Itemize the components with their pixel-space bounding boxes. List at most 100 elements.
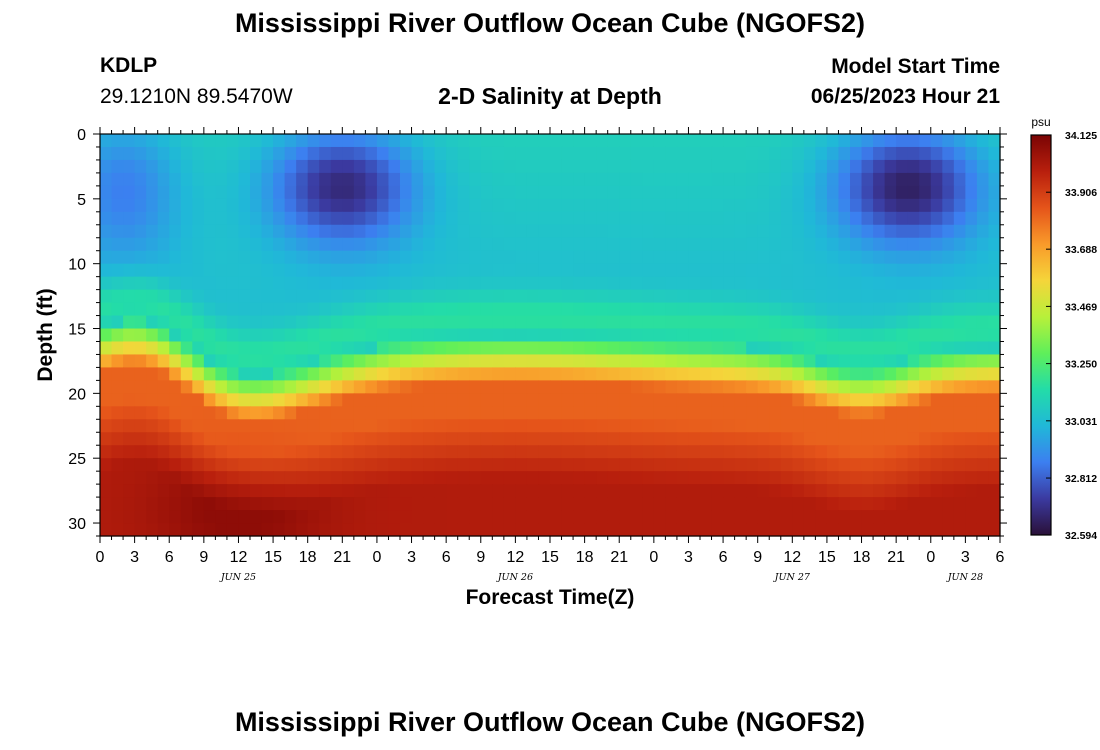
- heatmap-cell: [515, 393, 528, 407]
- heatmap-cell: [930, 315, 943, 330]
- heatmap-cell: [469, 328, 482, 343]
- heatmap-cell: [642, 458, 655, 472]
- heatmap-cell: [526, 185, 540, 200]
- heatmap-cell: [388, 354, 401, 369]
- heatmap-cell: [157, 237, 170, 252]
- heatmap-cell: [388, 250, 401, 265]
- heatmap-cell: [526, 393, 540, 407]
- heatmap-cell: [146, 159, 159, 174]
- heatmap-cell: [480, 406, 493, 420]
- heatmap-cell: [584, 237, 597, 252]
- heatmap-cell: [942, 134, 955, 148]
- heatmap-cell: [896, 471, 909, 485]
- heatmap-cell: [607, 341, 620, 356]
- heatmap-cell: [723, 406, 736, 420]
- heatmap-cell: [388, 328, 401, 343]
- heatmap-cell: [538, 432, 551, 446]
- heatmap-cell: [850, 198, 863, 213]
- heatmap-cell: [619, 458, 632, 472]
- heatmap-cell: [169, 523, 182, 537]
- heatmap-cell: [446, 224, 459, 239]
- heatmap-cell: [423, 445, 436, 459]
- heatmap-cell: [607, 406, 620, 420]
- heatmap-cell: [803, 328, 816, 343]
- heatmap-cell: [653, 211, 666, 226]
- heatmap-cell: [607, 276, 620, 291]
- heatmap-cell: [503, 328, 516, 343]
- heatmap-cell: [676, 471, 690, 485]
- heatmap-cell: [873, 419, 886, 433]
- heatmap-cell: [630, 445, 643, 459]
- heatmap-cell: [861, 172, 874, 187]
- heatmap-cell: [988, 172, 1001, 187]
- heatmap-cell: [942, 250, 955, 265]
- heatmap-cell: [100, 497, 113, 511]
- heatmap-cell: [515, 367, 528, 381]
- heatmap-cell: [619, 250, 632, 265]
- heatmap-cell: [423, 302, 436, 317]
- heatmap-cell: [180, 406, 193, 420]
- heatmap-cell: [376, 315, 390, 330]
- heatmap-cell: [157, 471, 170, 485]
- heatmap-cell: [157, 445, 170, 459]
- heatmap-cell: [480, 445, 493, 459]
- colorbar-unit: psu: [1031, 115, 1050, 129]
- heatmap-cell: [492, 250, 505, 265]
- heatmap-cell: [111, 484, 124, 498]
- heatmap-cell: [550, 159, 563, 174]
- heatmap-cell: [457, 237, 470, 252]
- heatmap-cell: [803, 393, 816, 407]
- heatmap-cell: [919, 289, 932, 304]
- heatmap-cell: [330, 354, 343, 369]
- heatmap-cell: [284, 484, 297, 498]
- heatmap-cell: [388, 432, 401, 446]
- heatmap-cell: [319, 289, 332, 304]
- heatmap-cell: [792, 406, 805, 420]
- heatmap-cell: [803, 471, 816, 485]
- heatmap-cell: [665, 380, 678, 394]
- heatmap-cell: [607, 172, 620, 187]
- heatmap-cell: [596, 146, 609, 161]
- heatmap-cell: [711, 367, 724, 381]
- heatmap-cell: [757, 328, 770, 343]
- heatmap-cell: [538, 185, 551, 200]
- heatmap-cell: [642, 159, 655, 174]
- heatmap-cell: [319, 367, 332, 381]
- heatmap-cell: [480, 263, 493, 278]
- heatmap-cell: [976, 406, 990, 420]
- heatmap-cell: [330, 471, 343, 485]
- heatmap-cell: [561, 134, 574, 148]
- heatmap-cell: [619, 419, 632, 433]
- heatmap-cell: [907, 172, 920, 187]
- heatmap-cell: [400, 341, 413, 356]
- heatmap-cell: [446, 341, 459, 356]
- heatmap-cell: [123, 445, 136, 459]
- heatmap-cell: [250, 211, 263, 226]
- heatmap-cell: [469, 458, 482, 472]
- heatmap-cell: [261, 419, 274, 433]
- heatmap-cell: [238, 134, 251, 148]
- heatmap-cell: [261, 471, 274, 485]
- heatmap-cell: [815, 419, 828, 433]
- heatmap-cell: [723, 445, 736, 459]
- heatmap-cell: [653, 224, 666, 239]
- heatmap-cell: [134, 471, 147, 485]
- heatmap-cell: [873, 354, 886, 369]
- colorbar: [1030, 134, 1052, 536]
- heatmap-cell: [261, 263, 274, 278]
- heatmap-cell: [146, 211, 159, 226]
- heatmap-cell: [896, 458, 909, 472]
- heatmap-cell: [215, 224, 228, 239]
- heatmap-cell: [330, 419, 343, 433]
- heatmap-cell: [619, 185, 632, 200]
- heatmap-cell: [942, 328, 955, 343]
- heatmap-cell: [446, 211, 459, 226]
- heatmap-cell: [930, 419, 943, 433]
- heatmap-cell: [688, 432, 701, 446]
- heatmap-cell: [330, 185, 343, 200]
- heatmap-cell: [723, 380, 736, 394]
- heatmap-cell: [607, 134, 620, 148]
- heatmap-cell: [792, 484, 805, 498]
- heatmap-cell: [434, 263, 447, 278]
- heatmap-cell: [123, 432, 136, 446]
